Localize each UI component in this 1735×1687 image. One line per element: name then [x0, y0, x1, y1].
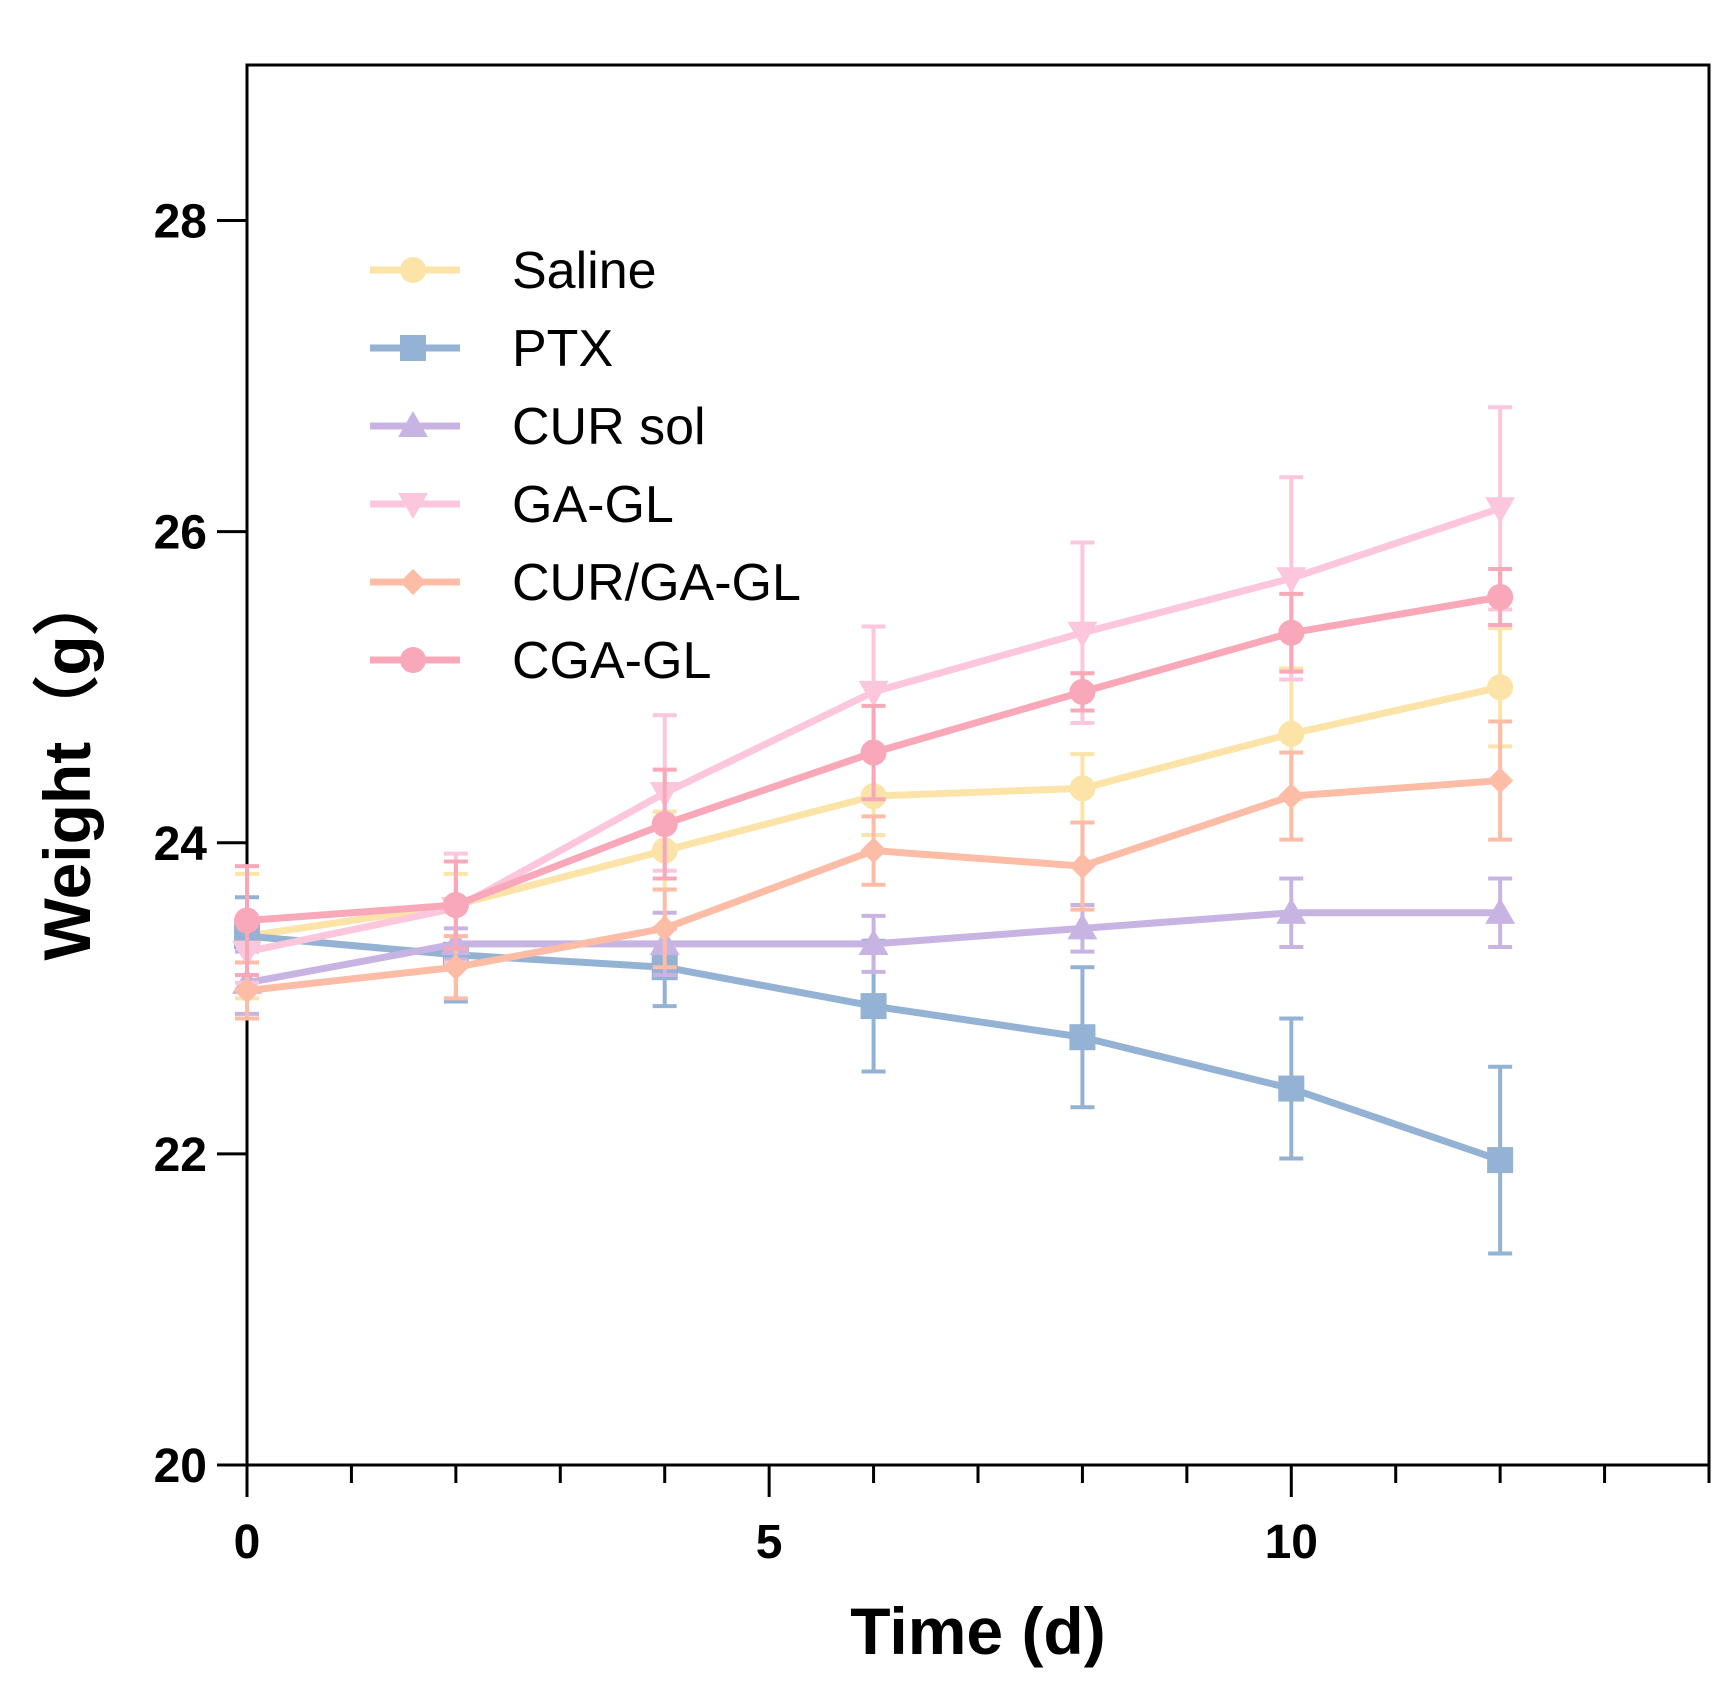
- data-point: [1069, 678, 1096, 705]
- data-point: [860, 993, 887, 1020]
- legend-marker: [398, 411, 428, 438]
- series-cur-ga-gl: [234, 719, 1514, 1021]
- legend: Saline PTX CUR sol GA-GL CUR/GA-GL CGA-GL: [370, 242, 801, 690]
- legend-label: CUR/GA-GL: [512, 554, 801, 612]
- legend-label: CUR sol: [512, 398, 706, 456]
- data-point: [442, 954, 469, 981]
- data-point: [1485, 497, 1516, 524]
- data-point: [651, 811, 678, 838]
- y-tick-label: 24: [154, 818, 208, 871]
- legend-item: CUR/GA-GL: [370, 554, 801, 612]
- legend-item: PTX: [370, 320, 613, 378]
- data-point: [1069, 1024, 1096, 1051]
- legend-label: PTX: [512, 320, 613, 378]
- data-point: [1485, 897, 1516, 924]
- legend-item: CGA-GL: [370, 632, 711, 690]
- legend-marker: [400, 647, 426, 673]
- data-point: [1069, 775, 1096, 802]
- x-tick-label: 10: [1265, 1516, 1318, 1569]
- legend-label: GA-GL: [512, 476, 674, 534]
- y-tick-label: 28: [154, 196, 207, 249]
- data-point: [1487, 584, 1514, 610]
- data-point: [1276, 567, 1307, 594]
- legend-marker: [398, 492, 428, 519]
- legend-item: GA-GL: [370, 476, 674, 534]
- x-tick-label: 0: [234, 1516, 261, 1569]
- data-point: [858, 680, 889, 707]
- data-point: [1067, 913, 1098, 940]
- data-point: [1069, 853, 1096, 880]
- data-point: [442, 892, 469, 918]
- data-point: [1276, 897, 1307, 924]
- y-axis-title: Weight（g）: [30, 569, 104, 960]
- series-cga-gl: [234, 567, 1514, 977]
- data-point: [860, 739, 887, 766]
- legend-label: Saline: [512, 242, 657, 300]
- data-point: [1487, 674, 1514, 701]
- data-point: [1278, 619, 1305, 646]
- legend-marker: [400, 569, 426, 595]
- data-point: [1067, 621, 1098, 648]
- data-point: [1278, 1075, 1305, 1102]
- y-tick-label: 22: [154, 1129, 207, 1182]
- data-point: [1278, 720, 1305, 747]
- x-tick-label: 5: [756, 1516, 783, 1569]
- data-point: [234, 977, 260, 1004]
- legend-item: CUR sol: [370, 398, 706, 456]
- legend-label: CGA-GL: [512, 632, 711, 690]
- x-axis-title: Time (d): [850, 1594, 1105, 1668]
- data-point: [858, 928, 889, 955]
- legend-marker: [400, 335, 426, 361]
- y-tick-label: 26: [154, 507, 207, 560]
- data-point: [860, 837, 887, 864]
- data-point: [1487, 1147, 1514, 1174]
- y-axis: 20 22 24 26 28: [154, 196, 247, 1493]
- y-tick-label: 20: [154, 1440, 207, 1493]
- data-point: [234, 907, 260, 934]
- legend-item: Saline: [370, 242, 657, 300]
- series-layer: [232, 405, 1516, 1256]
- x-axis: 0 5 10: [234, 1465, 1711, 1569]
- data-point: [1487, 767, 1514, 794]
- legend-marker: [400, 257, 426, 283]
- data-point: [651, 915, 678, 942]
- data-point: [1278, 783, 1305, 810]
